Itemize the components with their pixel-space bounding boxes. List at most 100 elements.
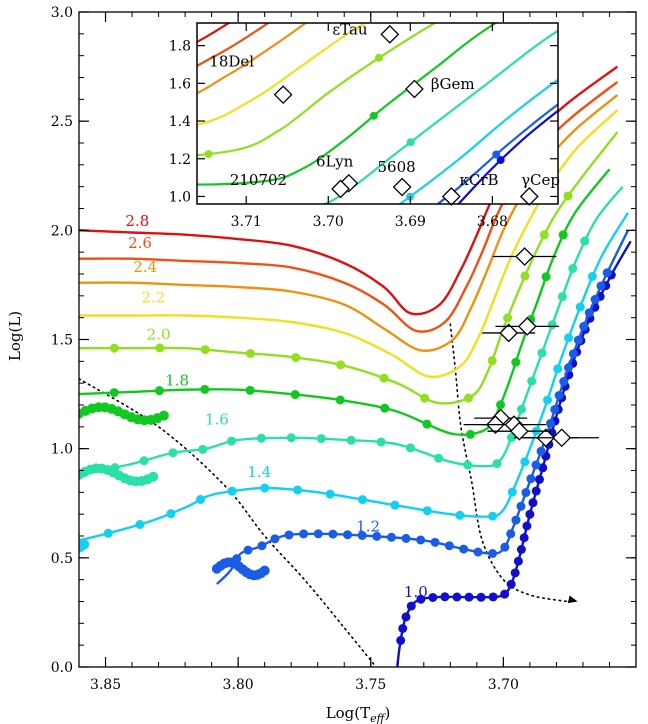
track-dot	[580, 236, 590, 246]
track-dot	[506, 433, 516, 443]
track-dot	[511, 357, 521, 367]
track-dot	[538, 463, 548, 473]
zams-dot	[39, 532, 49, 542]
mass-label-2.4: 2.4	[133, 258, 157, 276]
track-dot	[257, 541, 267, 551]
track-dot	[531, 486, 541, 496]
track-dot	[602, 268, 612, 278]
track-dot	[513, 556, 523, 566]
star-marker	[515, 247, 535, 266]
track-dot	[343, 530, 353, 540]
track-dot	[284, 530, 294, 540]
track-dot	[290, 390, 300, 400]
track-dot	[587, 272, 597, 282]
inset-star-marker	[273, 85, 293, 105]
track-dot	[503, 313, 513, 323]
track-dot	[520, 271, 530, 281]
track-dot	[430, 537, 440, 547]
track-dot	[444, 541, 454, 551]
track-dot	[463, 393, 473, 403]
track-dot	[372, 531, 382, 541]
track-dot	[557, 292, 567, 302]
track-dot	[500, 589, 510, 599]
track-dot	[325, 489, 335, 499]
track-dot	[558, 230, 568, 240]
mass-label-2.8: 2.8	[125, 212, 149, 230]
inset-y-tick-label: 1.2	[169, 152, 191, 168]
inset-track-dot	[496, 156, 505, 165]
track-dot	[528, 498, 538, 508]
track-dot	[506, 529, 516, 539]
inset-x-tick-label: 3.71	[231, 214, 262, 230]
x-tick-label: 3.80	[223, 677, 254, 693]
track-dot	[500, 542, 510, 552]
track-dot	[584, 308, 594, 318]
inset-star-label: 6Lyn	[316, 152, 354, 170]
track-dot	[531, 460, 541, 470]
inset-star-label: 210702	[230, 171, 287, 189]
inset-star-marker	[331, 179, 350, 199]
inset-star-label: 18Del	[209, 52, 254, 70]
inset-track-dot	[492, 150, 501, 159]
track-dot	[465, 429, 475, 439]
track-dot	[527, 376, 537, 386]
track-dot	[313, 529, 323, 539]
inset-track-dot	[204, 150, 213, 159]
track-dot	[596, 281, 606, 291]
track-dot	[420, 393, 430, 403]
track-dot	[564, 333, 574, 343]
track-dot	[256, 433, 266, 443]
track-dot	[379, 373, 389, 383]
track-dot	[553, 364, 563, 374]
zams-dot	[46, 531, 56, 541]
track-dot	[459, 544, 469, 554]
star-marker	[509, 421, 529, 441]
track-dot	[109, 388, 119, 398]
zams-dot	[259, 565, 270, 576]
track-dot	[390, 500, 400, 510]
track-dot	[166, 509, 176, 519]
track-dot	[455, 510, 465, 520]
track-dot	[473, 547, 483, 557]
zams-dot	[32, 538, 42, 548]
track-dot	[200, 384, 210, 394]
inset-track-dot	[369, 111, 378, 120]
y-tick-label: 1.5	[51, 333, 73, 349]
zams-dot	[50, 533, 60, 543]
track-dot	[198, 444, 208, 454]
track-dot	[575, 302, 585, 312]
track-dot	[568, 264, 578, 274]
track-dot	[293, 485, 303, 495]
inset-star-marker	[405, 79, 424, 99]
track-dot	[135, 520, 145, 530]
mass-label-1.2: 1.2	[356, 518, 380, 536]
track-dot	[511, 515, 521, 525]
inset-star-marker	[441, 187, 461, 206]
track-dot	[227, 486, 237, 496]
inset-star-label: βGem	[431, 75, 475, 93]
track-dot	[260, 483, 270, 493]
track-dot	[196, 494, 206, 504]
track-dot	[336, 360, 346, 370]
y-tick-label: 0.5	[51, 551, 73, 567]
zams-dot	[35, 535, 45, 545]
inset-y-tick-label: 1.4	[169, 114, 191, 130]
zams-dot	[54, 535, 64, 545]
track-dot	[155, 343, 165, 353]
inset-plot: εTau 18Del βGem 6Lyn 210702 5608 κCrB γCep 3.71 3…	[169, 20, 560, 230]
x-axis-label: Log(Teff)	[326, 704, 391, 724]
track-dot	[541, 272, 551, 282]
track-dot	[554, 390, 564, 400]
track-dot	[520, 457, 530, 467]
inset-track-dot	[406, 138, 415, 147]
track-dot	[227, 436, 237, 446]
inset-track-1.6	[322, 29, 558, 204]
track-dot	[568, 349, 578, 359]
inset-x-tick-label: 3.69	[395, 214, 426, 230]
zams-dot	[158, 410, 169, 421]
mass-label-2.2: 2.2	[141, 288, 165, 306]
y-tick-label: 0.0	[51, 660, 73, 676]
x-tick-label: 3.85	[90, 677, 121, 693]
arrow-head	[567, 595, 578, 604]
